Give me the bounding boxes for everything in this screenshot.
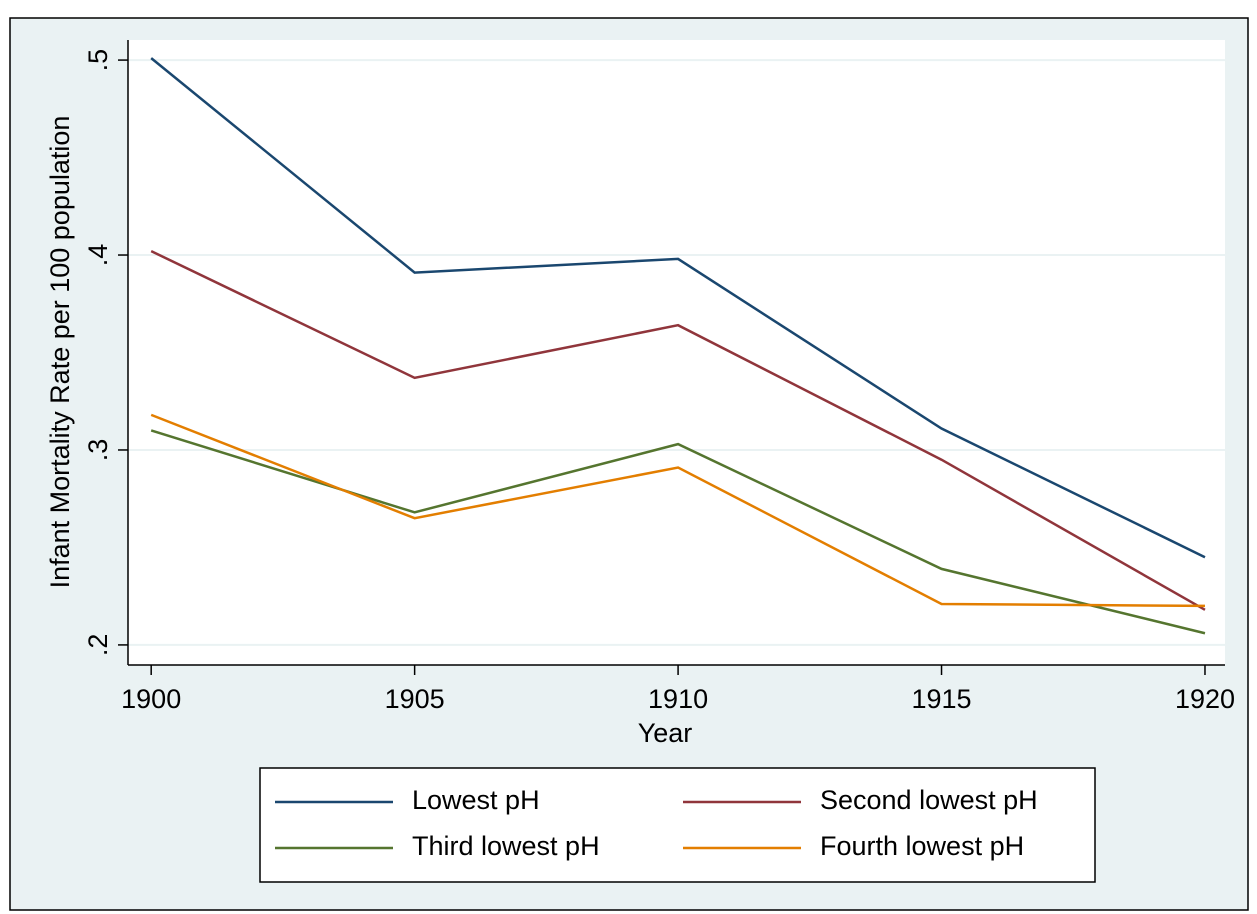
x-tick-label: 1920 [1175,684,1235,714]
series-line [150,250,1206,611]
y-tick-label: .2 [83,634,113,657]
legend-label: Second lowest pH [820,785,1038,815]
legend-box [259,767,1096,883]
legend-label: Fourth lowest pH [820,831,1024,861]
x-tick-label: 1905 [385,684,445,714]
y-tick-label: .5 [83,49,113,72]
y-tick-label: .3 [83,439,113,462]
x-tick-label: 1900 [121,684,181,714]
x-tick-label: 1910 [648,684,708,714]
series-line [150,413,1205,608]
legend-label: Third lowest pH [412,831,600,861]
x-axis-title: Year [638,718,693,748]
legend-label: Lowest pH [412,785,540,815]
y-tick-label: .4 [83,244,113,267]
series-line [150,57,1206,559]
x-tick-label: 1915 [911,684,971,714]
plot-region [128,40,1225,665]
y-axis-title: Infant Mortality Rate per 100 population [45,116,75,589]
